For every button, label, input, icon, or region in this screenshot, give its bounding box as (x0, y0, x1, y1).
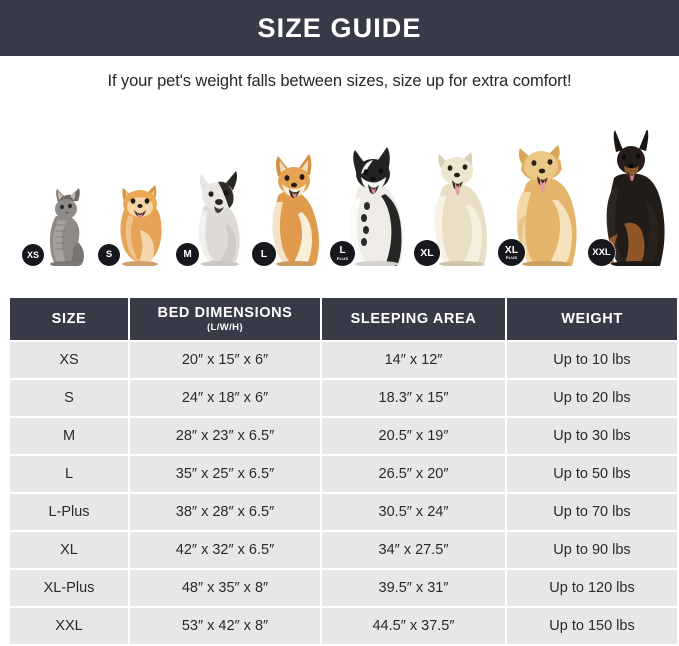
cell-bed: 42″ x 32″ x 6.5″ (130, 532, 320, 568)
cell-size: S (10, 380, 128, 416)
size-badge-xl-label: XL (420, 246, 434, 259)
cell-weight: Up to 20 lbs (507, 380, 677, 416)
size-badge-l: L (252, 242, 276, 266)
cell-sleeping: 30.5″ x 24″ (322, 494, 505, 530)
table-row: L-Plus 38″ x 28″ x 6.5″ 30.5″ x 24″ Up t… (10, 494, 677, 530)
size-badge-xxl: XXL (588, 239, 615, 266)
table-row: XXL 53″ x 42″ x 8″ 44.5″ x 37.5″ Up to 1… (10, 608, 677, 644)
size-badge-xl-plus-label: XL (504, 244, 519, 256)
cell-sleeping: 18.3″ x 15″ (322, 380, 505, 416)
cell-bed: 53″ x 42″ x 8″ (130, 608, 320, 644)
size-badge-xl: XL (414, 240, 440, 266)
pet-item-xs: XS (22, 174, 100, 266)
size-badge-xl-plus-sublabel: PLUS (505, 255, 518, 260)
cell-bed: 35″ x 25″ x 6.5″ (130, 456, 320, 492)
cell-size: L-Plus (10, 494, 128, 530)
golden-retriever-xlplus-illustration (516, 145, 577, 266)
cell-bed: 20″ x 15″ x 6″ (130, 342, 320, 378)
cell-sleeping: 39.5″ x 31″ (322, 570, 505, 606)
page-title: SIZE GUIDE (257, 12, 422, 43)
cell-weight: Up to 30 lbs (507, 418, 677, 454)
column-header-bed-dimensions-sublabel: (L/W/H) (206, 322, 244, 333)
cell-size: XL-Plus (10, 570, 128, 606)
size-guide-table: SIZE BED DIMENSIONS (L/W/H) SLEEPING ARE… (8, 296, 679, 646)
cat-xs-illustration (50, 188, 84, 266)
pet-item-xl-plus: XL PLUS (498, 130, 594, 266)
cell-sleeping: 44.5″ x 37.5″ (322, 608, 505, 644)
size-guide-header-bar: SIZE GUIDE (0, 0, 679, 56)
column-header-sleeping-area-label: SLEEPING AREA (350, 311, 477, 327)
table-row: XL 42″ x 32″ x 6.5″ 34″ x 27.5″ Up to 90… (10, 532, 677, 568)
table-header: SIZE BED DIMENSIONS (L/W/H) SLEEPING ARE… (10, 298, 677, 340)
border-collie-lplus-illustration (349, 147, 403, 266)
size-badge-xs: XS (22, 244, 44, 266)
cell-size: M (10, 418, 128, 454)
column-header-bed-dimensions: BED DIMENSIONS (L/W/H) (130, 298, 320, 340)
size-badge-s-label: S (105, 249, 113, 261)
cell-sleeping: 20.5″ x 19″ (322, 418, 505, 454)
cell-weight: Up to 120 lbs (507, 570, 677, 606)
cell-size: XL (10, 532, 128, 568)
labrador-xl-illustration (434, 152, 487, 266)
size-badge-xxl-label: XXL (592, 246, 611, 258)
cell-weight: Up to 50 lbs (507, 456, 677, 492)
pomeranian-s-illustration (120, 185, 162, 266)
table-row: L 35″ x 25″ x 6.5″ 26.5″ x 20″ Up to 50 … (10, 456, 677, 492)
cell-sleeping: 26.5″ x 20″ (322, 456, 505, 492)
size-badge-m: M (176, 243, 199, 266)
column-header-bed-dimensions-label: BED DIMENSIONS (157, 305, 293, 321)
subtitle-note: If your pet's weight falls between sizes… (107, 72, 572, 90)
table-row: S 24″ x 18″ x 6″ 18.3″ x 15″ Up to 20 lb… (10, 380, 677, 416)
cell-sleeping: 14″ x 12″ (322, 342, 505, 378)
pet-item-m: M (176, 160, 256, 266)
column-header-weight: WEIGHT (507, 298, 677, 340)
table-row: XL-Plus 48″ x 35″ x 8″ 39.5″ x 31″ Up to… (10, 570, 677, 606)
pet-item-l-plus: L PLUS (330, 138, 418, 266)
pet-item-s: S (98, 168, 176, 266)
cell-size: XXL (10, 608, 128, 644)
column-header-size-label: SIZE (51, 311, 87, 327)
column-header-weight-label: WEIGHT (561, 311, 623, 327)
cell-weight: Up to 70 lbs (507, 494, 677, 530)
size-badge-l-plus: L PLUS (330, 241, 355, 266)
cell-size: L (10, 456, 128, 492)
column-header-sleeping-area: SLEEPING AREA (322, 298, 505, 340)
table-body: XS 20″ x 15″ x 6″ 14″ x 12″ Up to 10 lbs… (10, 342, 677, 644)
size-badge-s: S (98, 244, 120, 266)
size-badge-m-label: M (183, 248, 192, 260)
column-header-size: SIZE (10, 298, 128, 340)
size-badge-xl-plus: XL PLUS (498, 239, 525, 266)
size-badge-l-label: L (260, 247, 268, 260)
cell-weight: Up to 150 lbs (507, 608, 677, 644)
pet-size-illustration-row: XS S (0, 128, 679, 278)
cell-weight: Up to 90 lbs (507, 532, 677, 568)
cell-sleeping: 34″ x 27.5″ (322, 532, 505, 568)
pet-item-xl: XL (414, 136, 502, 266)
table-row: M 28″ x 23″ x 6.5″ 20.5″ x 19″ Up to 30 … (10, 418, 677, 454)
cell-bed: 48″ x 35″ x 8″ (130, 570, 320, 606)
cell-bed: 38″ x 28″ x 6.5″ (130, 494, 320, 530)
table-row: XS 20″ x 15″ x 6″ 14″ x 12″ Up to 10 lbs (10, 342, 677, 378)
size-badge-l-plus-sublabel: PLUS (336, 255, 349, 261)
pet-item-l: L (252, 144, 334, 266)
size-badge-l-plus-label: L (339, 245, 346, 257)
size-badge-xs-label: XS (26, 249, 39, 260)
french-bulldog-m-illustration (198, 171, 240, 266)
cell-size: XS (10, 342, 128, 378)
cell-bed: 28″ x 23″ x 6.5″ (130, 418, 320, 454)
shiba-inu-l-illustration (272, 154, 319, 266)
pet-item-xxl: XXL (588, 124, 679, 266)
table-header-row: SIZE BED DIMENSIONS (L/W/H) SLEEPING ARE… (10, 298, 677, 340)
cell-weight: Up to 10 lbs (507, 342, 677, 378)
cell-bed: 24″ x 18″ x 6″ (130, 380, 320, 416)
